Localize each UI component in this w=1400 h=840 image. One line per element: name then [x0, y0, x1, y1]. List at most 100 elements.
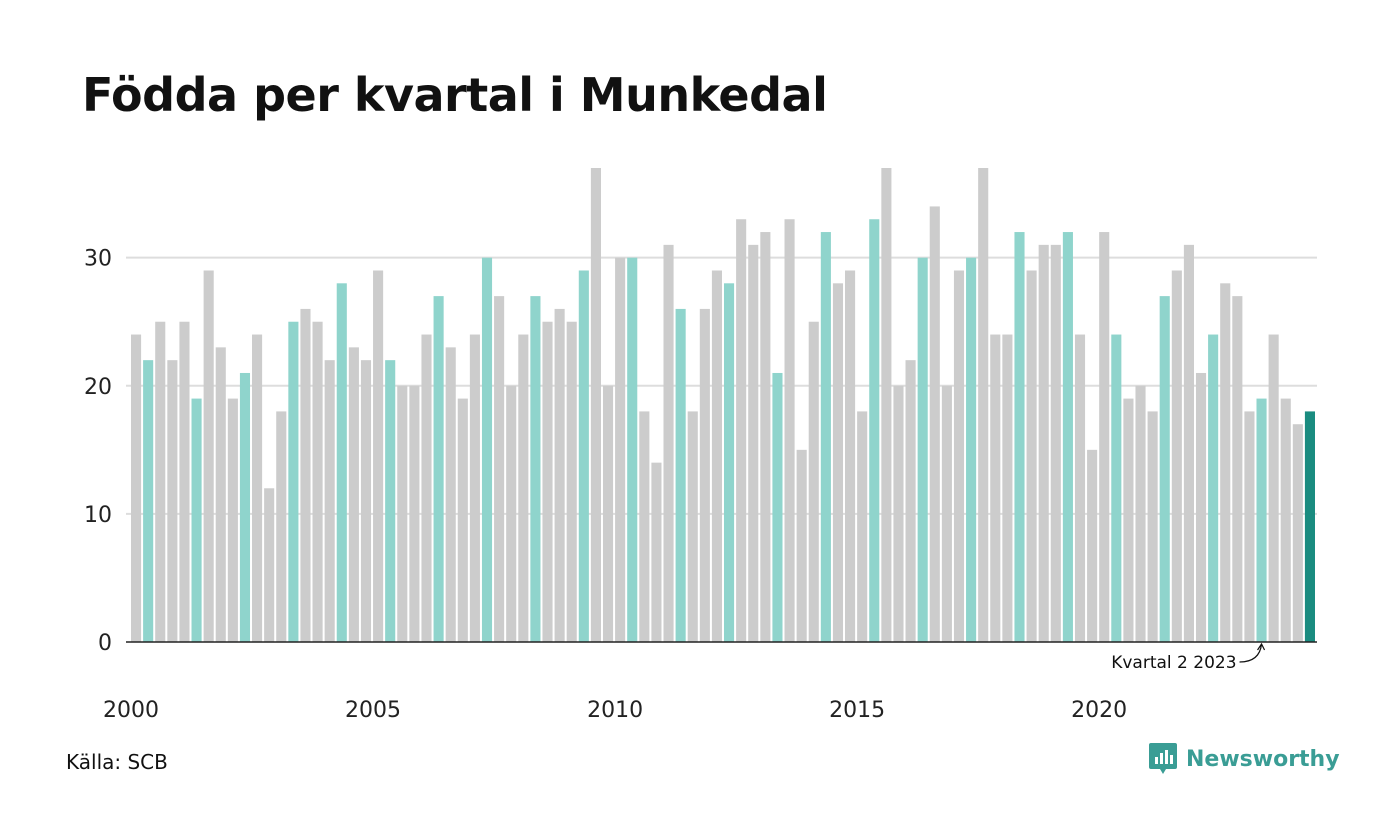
- bar-2011-k3: [687, 411, 698, 642]
- bar-2004-k4: [360, 360, 372, 642]
- bar-2024-k2: [1304, 411, 1315, 642]
- bar-2002-k2: [239, 372, 251, 642]
- bar-2018-k4: [1038, 244, 1049, 643]
- bar-2017-k3: [978, 168, 989, 642]
- bar-2004-k3: [348, 347, 359, 642]
- bar-2013-k1: [760, 232, 771, 643]
- bar-2004-k1: [324, 360, 335, 642]
- bar-2013-k3: [784, 219, 795, 643]
- annotation-arrow: [1239, 642, 1266, 663]
- bars: [131, 168, 1315, 643]
- bar-2021-k4: [1183, 244, 1194, 643]
- bar-2019-k1: [1050, 244, 1061, 643]
- bar-2007-k1: [469, 334, 480, 642]
- bar-2001-k4: [215, 347, 226, 642]
- bar-2008-k2: [530, 296, 541, 642]
- bar-2024-k1: [1292, 424, 1303, 642]
- bar-2020-k2: [1111, 334, 1122, 642]
- bar-2012-k4: [748, 244, 759, 643]
- bar-2016-k2: [917, 257, 928, 642]
- bar-2023-k4: [1280, 398, 1291, 642]
- bar-2022-k3: [1220, 283, 1231, 642]
- bar-2018-k3: [1026, 270, 1037, 642]
- bar-2009-k3: [590, 168, 601, 642]
- bar-2022-k1: [1195, 372, 1207, 642]
- bar-2015-k3: [881, 168, 892, 642]
- x-tick-label: 2020: [1071, 698, 1127, 723]
- bar-2022-k4: [1232, 296, 1243, 642]
- x-axis-ticks: 2000 2005 2010 2015 2020: [103, 698, 1127, 723]
- brand-logo[interactable]: Newsworthy: [1148, 742, 1340, 776]
- bar-2013-k2: [772, 372, 783, 642]
- bar-2006-k1: [421, 334, 432, 642]
- bar-2014-k1: [808, 321, 819, 642]
- bar-2006-k4: [457, 398, 468, 642]
- bar-2007-k3: [494, 296, 505, 642]
- y-tick-label: 0: [98, 631, 112, 656]
- bar-2009-k2: [578, 270, 589, 642]
- bar-2014-k2: [820, 232, 831, 643]
- bar-2007-k4: [506, 385, 517, 642]
- bar-2005-k2: [385, 360, 396, 642]
- bar-2005-k4: [409, 385, 420, 642]
- bar-2002-k4: [264, 488, 275, 642]
- bar-2023-k3: [1268, 334, 1279, 642]
- bar-2012-k2: [724, 283, 735, 642]
- bar-2004-k2: [336, 283, 347, 642]
- bar-2013-k4: [796, 449, 807, 642]
- x-tick-label: 2000: [103, 698, 159, 723]
- x-tick-label: 2005: [345, 698, 401, 723]
- bar-2010-k4: [651, 462, 662, 642]
- bar-2010-k1: [615, 257, 626, 642]
- bar-2010-k3: [639, 411, 650, 642]
- bar-2012-k3: [736, 219, 747, 643]
- bar-2015-k1: [857, 411, 868, 642]
- y-tick-label: 30: [84, 247, 112, 272]
- bar-2019-k3: [1074, 334, 1086, 642]
- x-tick-label: 2010: [587, 698, 643, 723]
- bar-2005-k3: [397, 385, 408, 642]
- bar-2006-k2: [433, 296, 444, 642]
- source-note: Källa: SCB: [66, 750, 168, 774]
- bar-2017-k4: [990, 334, 1001, 642]
- bar-2021-k2: [1159, 296, 1170, 642]
- chart-title: Födda per kvartal i Munkedal: [82, 68, 828, 122]
- bar-2000-k4: [167, 360, 178, 642]
- bar-2009-k4: [602, 385, 614, 642]
- bar-2015-k4: [893, 385, 904, 642]
- bar-2011-k4: [699, 308, 710, 642]
- bar-2018-k1: [1002, 334, 1013, 642]
- bar-2015-k2: [869, 219, 880, 643]
- bar-2011-k1: [663, 244, 674, 643]
- bar-2000-k1: [131, 334, 142, 642]
- bar-2002-k1: [227, 398, 238, 642]
- annotation: Kvartal 2 2023: [1111, 642, 1266, 673]
- bar-2017-k2: [966, 257, 977, 642]
- bar-2003-k3: [300, 308, 311, 642]
- bar-2003-k4: [312, 321, 323, 642]
- bar-2002-k3: [252, 334, 263, 642]
- bar-2017-k1: [953, 270, 965, 642]
- bar-2014-k4: [845, 270, 856, 642]
- bar-2022-k2: [1208, 334, 1219, 642]
- bar-2020-k1: [1099, 232, 1110, 643]
- x-tick-label: 2015: [829, 698, 885, 723]
- bar-2003-k2: [288, 321, 299, 642]
- bar-2007-k2: [481, 257, 493, 642]
- bar-2021-k3: [1171, 270, 1182, 642]
- bar-2016-k4: [941, 385, 952, 642]
- bar-2023-k2: [1256, 398, 1267, 642]
- bar-2021-k1: [1147, 411, 1158, 642]
- bar-2018-k2: [1014, 232, 1025, 643]
- bar-2001-k3: [203, 270, 214, 642]
- brand-name: Newsworthy: [1186, 746, 1340, 772]
- bar-2008-k4: [554, 308, 565, 642]
- bar-2011-k2: [675, 308, 686, 642]
- bar-2019-k2: [1062, 232, 1073, 643]
- bar-2005-k1: [373, 270, 384, 642]
- bar-2016-k1: [905, 360, 916, 642]
- bar-2003-k1: [276, 411, 287, 642]
- bar-2019-k4: [1087, 449, 1098, 642]
- bar-2020-k3: [1123, 398, 1134, 642]
